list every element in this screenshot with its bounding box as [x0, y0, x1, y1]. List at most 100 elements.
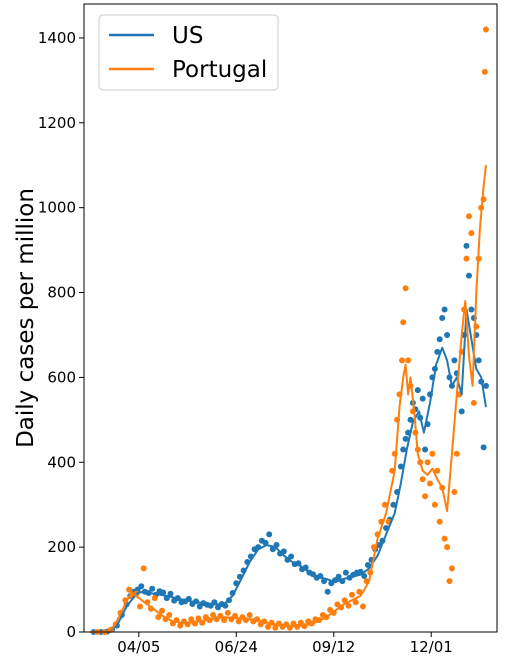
data-point-us — [444, 332, 451, 338]
series-line-us — [90, 308, 487, 633]
data-point-us — [167, 590, 174, 597]
data-point-portugal — [451, 489, 458, 495]
data-point-portugal — [463, 255, 470, 262]
data-point-portugal — [429, 450, 436, 457]
data-point-us — [335, 573, 342, 580]
data-point-portugal — [448, 565, 455, 572]
data-point-us — [422, 446, 429, 453]
data-point-portugal — [221, 617, 228, 624]
data-point-portugal — [481, 68, 488, 75]
plot-area — [90, 26, 489, 635]
data-point-portugal — [424, 459, 431, 466]
data-point-portugal — [137, 603, 143, 610]
data-point-us — [451, 357, 458, 364]
y-tick-label: 800 — [47, 284, 76, 302]
x-tick-label: 04/05 — [117, 638, 160, 656]
data-point-portugal — [126, 586, 133, 593]
data-point-us — [138, 583, 145, 590]
data-point-portugal — [341, 597, 348, 604]
y-tick-label: 1000 — [38, 199, 76, 217]
data-point-portugal — [210, 612, 217, 618]
series-us-points — [90, 242, 489, 635]
legend-label-us: US — [172, 23, 203, 49]
data-point-portugal — [483, 26, 489, 33]
y-tick-label: 1200 — [38, 114, 76, 132]
data-point-us — [466, 272, 472, 279]
data-point-portugal — [155, 614, 162, 621]
data-point-portugal — [466, 213, 472, 220]
data-point-portugal — [265, 623, 271, 630]
data-point-us — [324, 588, 331, 595]
data-point-us — [361, 573, 368, 579]
data-point-portugal — [436, 518, 443, 525]
data-point-us — [342, 569, 349, 576]
data-point-us — [266, 531, 273, 538]
data-point-portugal — [402, 285, 409, 292]
data-point-us — [441, 306, 448, 313]
data-point-us — [149, 585, 156, 592]
data-point-portugal — [356, 588, 363, 595]
data-point-portugal — [400, 319, 407, 326]
data-point-us — [475, 357, 482, 364]
data-point-portugal — [345, 602, 352, 609]
data-point-portugal — [188, 616, 195, 623]
data-point-us — [402, 435, 409, 442]
series-line-portugal — [90, 165, 487, 633]
data-point-portugal — [360, 603, 366, 610]
data-point-us — [288, 553, 295, 560]
data-point-portugal — [177, 622, 184, 629]
data-point-portugal — [441, 535, 448, 542]
data-point-portugal — [419, 476, 426, 483]
data-point-portugal — [427, 480, 433, 487]
y-tick-label: 400 — [47, 453, 76, 471]
data-point-us — [419, 395, 426, 402]
data-point-us — [397, 463, 404, 470]
legend: US Portugal — [98, 14, 279, 91]
axes: 0 200 400 600 800 1000 1200 1400 04/05 06/24 09/12… — [38, 3, 498, 656]
data-point-us — [483, 382, 489, 389]
data-point-portugal — [468, 230, 475, 237]
series-portugal-points — [94, 26, 489, 635]
data-point-portugal — [272, 624, 279, 631]
data-point-portugal — [224, 609, 231, 616]
data-point-us — [480, 444, 487, 451]
x-tick-label: 12/01 — [410, 638, 453, 656]
y-tick-label: 200 — [47, 538, 76, 556]
data-point-portugal — [140, 565, 147, 572]
data-point-portugal — [405, 357, 412, 364]
x-tick-label: 09/12 — [312, 638, 355, 656]
legend-label-portugal: Portugal — [172, 57, 267, 83]
data-point-us — [390, 501, 397, 508]
data-point-portugal — [166, 612, 173, 618]
data-point-portugal — [352, 599, 359, 606]
data-point-portugal — [434, 467, 441, 474]
data-point-portugal — [446, 578, 453, 585]
data-point-us — [468, 306, 475, 313]
data-point-portugal — [431, 501, 438, 508]
y-tick-label: 1400 — [38, 29, 76, 47]
data-point-portugal — [151, 595, 158, 602]
data-point-portugal — [422, 493, 429, 500]
data-point-us — [458, 408, 465, 415]
y-axis-label: Daily cases per million — [13, 188, 39, 448]
data-point-portugal — [453, 450, 460, 457]
data-point-us — [414, 387, 421, 394]
data-point-portugal — [246, 612, 253, 618]
y-tick-label: 600 — [47, 368, 76, 386]
data-point-us — [434, 348, 441, 355]
data-point-portugal — [470, 399, 477, 406]
data-point-portugal — [381, 501, 388, 508]
data-point-us — [436, 336, 443, 343]
data-point-portugal — [159, 607, 165, 614]
plot-frame — [83, 3, 498, 633]
data-point-portugal — [235, 618, 242, 625]
data-point-us — [463, 242, 470, 249]
data-point-portugal — [349, 591, 355, 598]
data-point-us — [439, 315, 446, 321]
data-point-portugal — [444, 544, 451, 551]
data-point-us — [407, 416, 414, 423]
data-point-portugal — [195, 615, 202, 622]
data-point-us — [400, 446, 407, 453]
y-tick-label: 0 — [66, 623, 76, 641]
